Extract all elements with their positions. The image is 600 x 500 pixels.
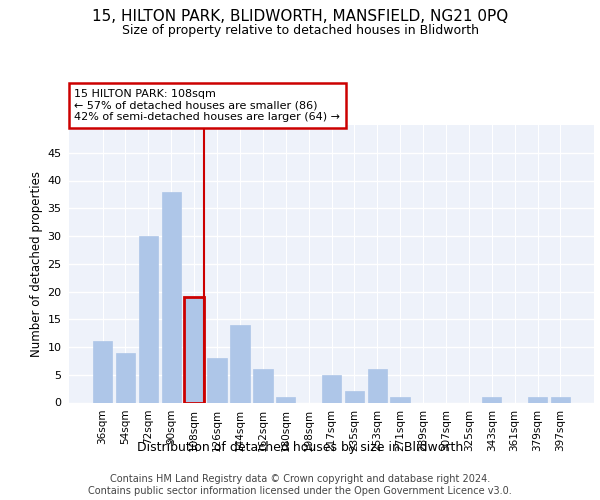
Bar [276,397,295,402]
Bar [368,369,387,402]
Text: Contains public sector information licensed under the Open Government Licence v3: Contains public sector information licen… [88,486,512,496]
Bar [93,342,112,402]
Bar [391,397,410,402]
Text: Contains HM Land Registry data © Crown copyright and database right 2024.: Contains HM Land Registry data © Crown c… [110,474,490,484]
Text: 15 HILTON PARK: 108sqm
← 57% of detached houses are smaller (86)
42% of semi-det: 15 HILTON PARK: 108sqm ← 57% of detached… [74,89,340,122]
Bar [322,375,341,402]
Bar [116,352,135,403]
Bar [482,397,502,402]
Text: Size of property relative to detached houses in Blidworth: Size of property relative to detached ho… [121,24,479,37]
Y-axis label: Number of detached properties: Number of detached properties [30,171,43,357]
Bar [184,297,204,403]
Bar [208,358,227,403]
Bar [230,325,250,402]
Text: 15, HILTON PARK, BLIDWORTH, MANSFIELD, NG21 0PQ: 15, HILTON PARK, BLIDWORTH, MANSFIELD, N… [92,9,508,24]
Bar [161,192,181,402]
Text: Distribution of detached houses by size in Blidworth: Distribution of detached houses by size … [137,441,463,454]
Bar [551,397,570,402]
Bar [253,369,272,402]
Bar [344,392,364,402]
Bar [528,397,547,402]
Bar [139,236,158,402]
